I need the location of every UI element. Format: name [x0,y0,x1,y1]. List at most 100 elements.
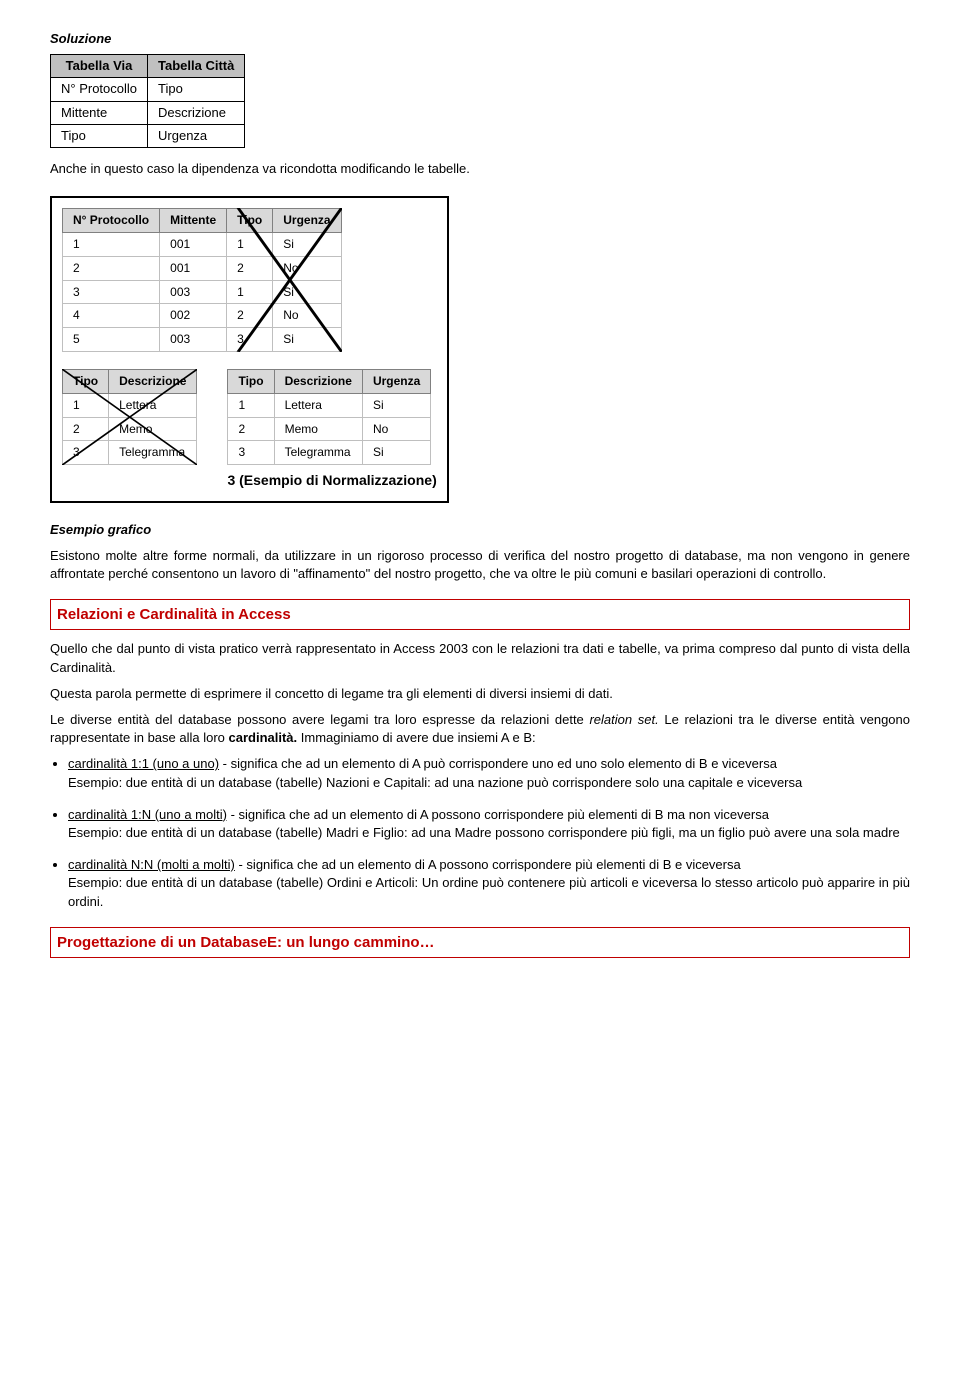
cell: 001 [160,256,227,280]
text: Immaginiamo di avere due insiemi A e B: [297,730,535,745]
cell: Mittente [51,101,148,124]
section-relazioni-box: Relazioni e Cardinalità in Access [50,599,910,630]
cell: Si [362,441,430,465]
cell: Telegramma [109,441,197,465]
cell: 1 [63,393,109,417]
table-row: 2MemoNo [228,417,431,441]
cell: 4 [63,304,160,328]
cell: Descrizione [148,101,245,124]
col-header: Tipo [63,370,109,394]
cell: 5 [63,328,160,352]
normalization-caption: 3 (Esempio di Normalizzazione) [227,471,436,491]
cell: 003 [160,280,227,304]
cardinality-1-1-title: cardinalità 1:1 (uno a uno) [68,756,219,771]
cell: 003 [160,328,227,352]
cell: Si [273,232,341,256]
col-header: N° Protocollo [63,209,160,233]
table-row: 30031Si [63,280,342,304]
cell: 002 [160,304,227,328]
para-esistono: Esistono molte altre forme normali, da u… [50,547,910,583]
list-item: cardinalità N:N (molti a molti) - signif… [68,856,910,911]
left-sub-crossed: Tipo Descrizione 1Lettera 2Memo 3Telegra… [62,369,197,465]
text: - significa che ad un elemento di A poss… [235,857,741,872]
col-header: Mittente [160,209,227,233]
col-header: Descrizione [109,370,197,394]
cell: Memo [274,417,362,441]
cell: 3 [228,441,274,465]
col-header: Urgenza [362,370,430,394]
main-table-crossed: N° Protocollo Mittente Tipo Urgenza 1001… [62,208,342,352]
table-row: 3TelegrammaSi [228,441,431,465]
cardinality-1-n-example: Esempio: due entità di un database (tabe… [68,825,900,840]
para-relazioni-2: Questa parola permette di esprimere il c… [50,685,910,703]
table-row: 40022No [63,304,342,328]
cell: 2 [63,256,160,280]
main-data-table: N° Protocollo Mittente Tipo Urgenza 1001… [62,208,342,352]
table-row: 2Memo [63,417,197,441]
list-item: cardinalità 1:1 (uno a uno) - significa … [68,755,910,791]
cell: Urgenza [148,124,245,147]
cell: No [273,304,341,328]
cell: Si [273,280,341,304]
relation-set-term: relation set. [589,712,658,727]
cell: 1 [227,232,273,256]
cell: 1 [63,232,160,256]
esempio-grafico-label: Esempio grafico [50,521,910,539]
cell: 2 [227,256,273,280]
cell: 1 [228,393,274,417]
framed-example: N° Protocollo Mittente Tipo Urgenza 1001… [50,196,449,503]
table-row: Tipo Urgenza [51,124,245,147]
cell: No [362,417,430,441]
table-row: 1Lettera [63,393,197,417]
section-relazioni-title: Relazioni e Cardinalità in Access [57,606,291,623]
intro-line: Anche in questo caso la dipendenza va ri… [50,160,910,178]
heading-soluzione: Soluzione [50,30,910,48]
table-row: 3Telegramma [63,441,197,465]
cell: Lettera [274,393,362,417]
simple-th-left: Tabella Via [51,55,148,78]
cardinality-n-n-example: Esempio: due entità di un database (tabe… [68,875,910,908]
cell: Tipo [148,78,245,101]
cell: N° Protocollo [51,78,148,101]
table-row: 1LetteraSi [228,393,431,417]
cell: 001 [160,232,227,256]
table-row: 50033Si [63,328,342,352]
sub-tables-row: Tipo Descrizione 1Lettera 2Memo 3Telegra… [62,369,437,491]
section-progettazione-title: Progettazione di un DatabaseE: un lungo … [57,934,435,951]
cell: 2 [227,304,273,328]
cell: Si [273,328,341,352]
cell: Memo [109,417,197,441]
text: - significa che ad un elemento di A poss… [227,807,769,822]
cell: 3 [63,441,109,465]
cell: 3 [63,280,160,304]
table-row: 10011Si [63,232,342,256]
cell: Lettera [109,393,197,417]
para-relazioni-1: Quello che dal punto di vista pratico ve… [50,640,910,676]
col-header: Urgenza [273,209,341,233]
section-progettazione-box: Progettazione di un DatabaseE: un lungo … [50,927,910,958]
left-sub-table: Tipo Descrizione 1Lettera 2Memo 3Telegra… [62,369,197,465]
right-sub-block: Tipo Descrizione Urgenza 1LetteraSi 2Mem… [227,369,436,491]
cell: Telegramma [274,441,362,465]
simple-table: Tabella Via Tabella Città N° Protocollo … [50,54,245,148]
table-row: Mittente Descrizione [51,101,245,124]
col-header: Tipo [228,370,274,394]
table-row: N° Protocollo Tipo [51,78,245,101]
cardinality-1-n-title: cardinalità 1:N (uno a molti) [68,807,227,822]
cell: Tipo [51,124,148,147]
col-header: Tipo [227,209,273,233]
cell: 2 [228,417,274,441]
col-header: Descrizione [274,370,362,394]
cardinality-n-n-title: cardinalità N:N (molti a molti) [68,857,235,872]
text: Le diverse entità del database possono a… [50,712,589,727]
cell: 1 [227,280,273,304]
cardinalita-term: cardinalità. [229,730,298,745]
cardinality-1-1-example: Esempio: due entità di un database (tabe… [68,775,802,790]
table-row: 20012No [63,256,342,280]
cell: 2 [63,417,109,441]
right-sub-table: Tipo Descrizione Urgenza 1LetteraSi 2Mem… [227,369,431,465]
simple-th-right: Tabella Città [148,55,245,78]
list-item: cardinalità 1:N (uno a molti) - signific… [68,806,910,842]
cell: 3 [227,328,273,352]
cell: No [273,256,341,280]
